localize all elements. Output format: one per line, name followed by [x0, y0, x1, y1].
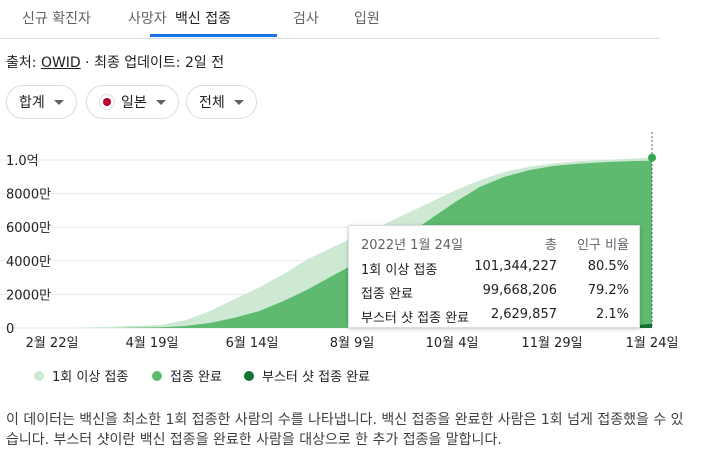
- x-tick-label: 1월 24일: [626, 336, 679, 351]
- scope-dropdown[interactable]: 전체: [186, 85, 257, 119]
- legend-label: 접종 완료: [170, 370, 222, 385]
- tab-hospitalization[interactable]: 입원: [354, 11, 380, 27]
- tooltip-header: 2022년 1월 24일 총 인구 비율: [361, 234, 629, 254]
- scope-label: 전체: [199, 95, 225, 111]
- chart-description: 이 데이터는 백신을 최소한 1회 접종한 사람의 수를 나타냅니다. 백신 접…: [6, 412, 684, 448]
- legend-item-fully-vaccinated[interactable]: 접종 완료: [152, 366, 222, 385]
- active-tab-indicator: [150, 34, 277, 37]
- y-tick-label: 1.0억: [6, 154, 39, 169]
- tooltip-row-label: 부스터 샷 접종 완료: [361, 311, 470, 326]
- chevron-down-icon: [155, 99, 166, 105]
- legend-swatch: [244, 370, 254, 381]
- tab-vaccination[interactable]: 백신 접종: [175, 11, 231, 27]
- tooltip-col-pct: 인구 비율: [577, 238, 629, 253]
- y-tick-label: 4000만: [6, 255, 51, 270]
- legend-label: 부스터 샷 접종 완료: [262, 370, 371, 385]
- x-tick-label: 4월 19일: [126, 336, 179, 351]
- chart-tooltip: 2022년 1월 24일 총 인구 비율 1회 이상 접종 101,344,22…: [348, 225, 640, 328]
- last-updated: · 최종 업데이트: 2일 전: [85, 55, 225, 71]
- tooltip-row-pct: 80.5%: [587, 259, 629, 274]
- tooltip-row-label: 1회 이상 접종: [361, 263, 438, 278]
- chevron-down-icon: [53, 99, 64, 105]
- tooltip-row-first-dose: 1회 이상 접종 101,344,227 80.5%: [361, 259, 629, 279]
- tooltip-row-label: 접종 완료: [361, 287, 413, 302]
- tooltip-row-total: 99,668,206: [482, 283, 557, 298]
- tab-new-cases[interactable]: 신규 확진자: [22, 11, 91, 27]
- country-dropdown[interactable]: 일본: [86, 85, 179, 119]
- x-axis-ticks: 2월 22일 4월 19일 6월 14일 8월 9일 10월 4일 11월 29일 1월 2…: [26, 336, 679, 351]
- y-axis-ticks: 0 2000만 4000만 6000만 8000만 1.0억: [6, 154, 51, 337]
- tab-testing[interactable]: 검사: [293, 11, 319, 27]
- japan-flag-icon: [99, 94, 115, 110]
- aggregate-label: 합계: [19, 95, 45, 111]
- legend-item-booster[interactable]: 부스터 샷 접종 완료: [244, 366, 370, 385]
- source-link[interactable]: OWID: [40, 55, 81, 71]
- hover-dot: [648, 153, 656, 162]
- source-line: 출처: OWID · 최종 업데이트: 2일 전: [6, 52, 224, 72]
- tooltip-col-total: 총: [545, 238, 557, 253]
- aggregate-dropdown[interactable]: 합계: [6, 85, 77, 119]
- chevron-down-icon: [233, 99, 244, 105]
- x-tick-label: 2월 22일: [26, 336, 79, 351]
- legend-swatch: [34, 370, 44, 381]
- tab-deaths[interactable]: 사망자: [128, 11, 167, 27]
- legend-label: 1회 이상 접종: [52, 370, 129, 385]
- tooltip-row-total: 2,629,857: [490, 307, 557, 322]
- x-tick-label: 6월 14일: [226, 336, 279, 351]
- country-label: 일본: [121, 95, 147, 111]
- tooltip-row-booster: 부스터 샷 접종 완료 2,629,857 2.1%: [361, 307, 629, 327]
- tooltip-row-total: 101,344,227: [474, 259, 557, 274]
- hover-marker: [648, 132, 656, 328]
- y-tick-label: 8000만: [6, 188, 51, 203]
- tooltip-row-fully-vaccinated: 접종 완료 99,668,206 79.2%: [361, 283, 629, 303]
- y-tick-label: 2000만: [6, 288, 51, 303]
- y-tick-label: 6000만: [6, 221, 51, 236]
- x-tick-label: 11월 29일: [521, 336, 582, 351]
- source-prefix: 출처:: [6, 55, 37, 71]
- x-tick-label: 10월 4일: [426, 336, 479, 351]
- tooltip-row-pct: 79.2%: [587, 283, 629, 298]
- legend-swatch: [152, 370, 162, 381]
- tab-bar: 신규 확진자 사망자 백신 접종 검사 입원: [0, 0, 660, 39]
- tooltip-date: 2022년 1월 24일: [361, 238, 464, 253]
- tooltip-row-pct: 2.1%: [595, 307, 629, 322]
- y-tick-label: 0: [6, 322, 14, 337]
- x-tick-label: 8월 9일: [330, 336, 375, 351]
- legend-item-first-dose[interactable]: 1회 이상 접종: [34, 366, 128, 385]
